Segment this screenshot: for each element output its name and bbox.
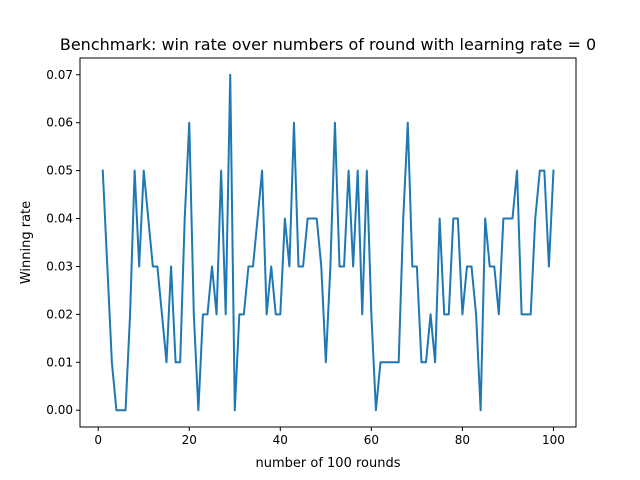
y-axis-label: Winning rate <box>19 201 34 284</box>
chart-title: Benchmark: win rate over numbers of roun… <box>60 35 596 54</box>
x-tick-label: 20 <box>182 433 197 447</box>
x-axis-label: number of 100 rounds <box>256 456 401 471</box>
x-tick-label: 80 <box>455 433 470 447</box>
y-tick-label: 0.03 <box>46 259 73 273</box>
plot-area-frame <box>79 57 577 428</box>
y-tick-label: 0.06 <box>46 116 73 130</box>
y-tick-label: 0.00 <box>46 403 73 417</box>
y-tick-label: 0.05 <box>46 164 73 178</box>
x-tick-label: 100 <box>542 433 565 447</box>
y-tick-label: 0.01 <box>46 355 73 369</box>
x-tick-label: 0 <box>94 433 102 447</box>
axis-ticks: 0 20 40 60 80 100 0.00 0.01 0.02 0.03 0.04 0.05 0.06… <box>46 68 565 447</box>
series-line <box>101 73 555 412</box>
y-tick-label: 0.07 <box>46 68 73 82</box>
y-tick-label: 0.04 <box>46 212 73 226</box>
x-tick-label: 40 <box>273 433 288 447</box>
y-tick-label: 0.02 <box>46 307 73 321</box>
x-tick-label: 60 <box>364 433 379 447</box>
